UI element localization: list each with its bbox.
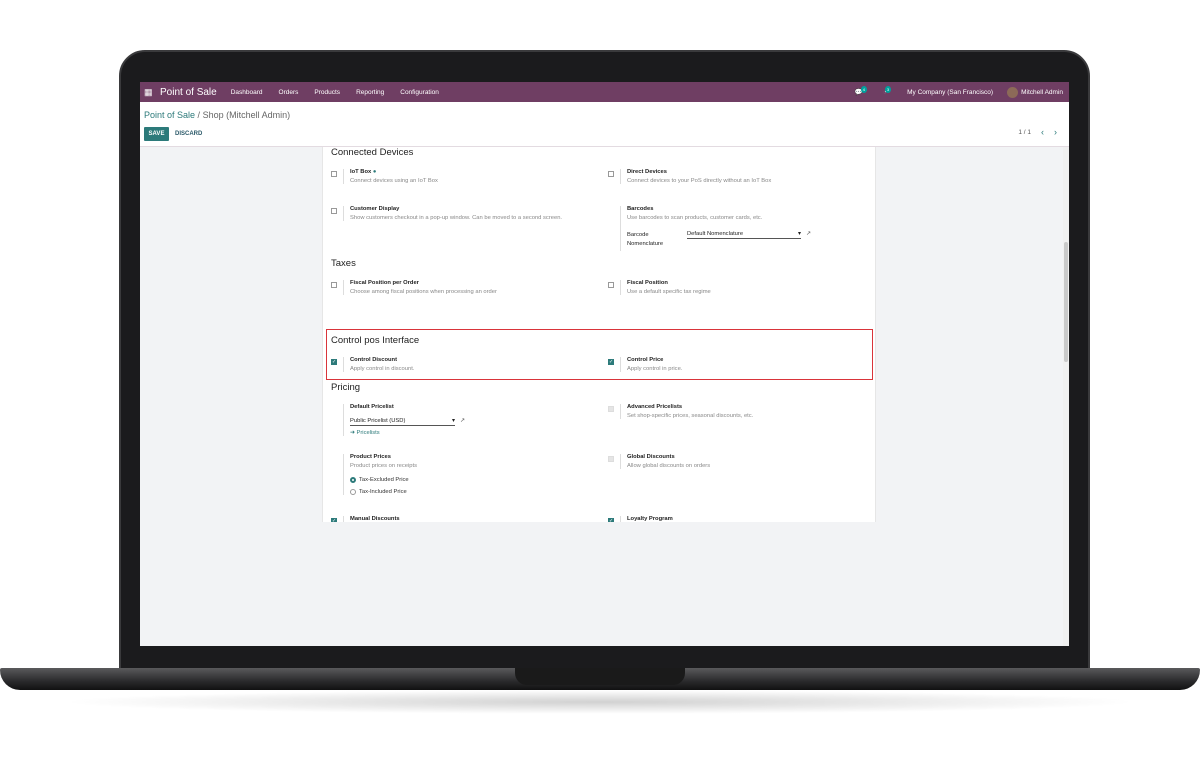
avatar	[1007, 86, 1019, 98]
barcode-nomenclature-select[interactable]: Default Nomenclature	[687, 230, 801, 239]
messages-button[interactable]: 💬4	[854, 86, 869, 96]
setting-desc: Apply control in discount.	[350, 366, 415, 372]
setting-title: Control Discount	[350, 357, 398, 363]
setting-title: Default Pricelist	[350, 404, 394, 410]
arrow-right-icon: ➜	[350, 430, 355, 436]
highlight-box	[326, 329, 873, 380]
menu-dashboard[interactable]: Dashboard	[230, 88, 263, 96]
setting-title: Global Discounts	[627, 454, 675, 460]
chevron-left-icon[interactable]: ‹	[1041, 127, 1044, 137]
loyalty-program-checkbox[interactable]: ✓	[608, 518, 614, 522]
activities-button[interactable]: ◔3	[883, 85, 893, 96]
menu-products[interactable]: Products	[314, 88, 341, 96]
setting-title: Loyalty Program	[627, 516, 673, 522]
pager: 1 / 1 ‹ ›	[1018, 127, 1057, 137]
discard-button[interactable]: DISCARD	[175, 131, 203, 137]
setting-title: IoT Box	[350, 169, 372, 175]
setting-title: Direct Devices	[627, 169, 667, 175]
setting-title: Control Price	[627, 357, 664, 363]
external-link-icon[interactable]: ↗	[806, 231, 811, 237]
setting-desc: Apply control in price.	[627, 366, 683, 372]
setting-title: Manual Discounts	[350, 516, 400, 522]
section-title: Control pos Interface	[331, 335, 420, 346]
help-icon[interactable]: ●	[372, 169, 377, 175]
breadcrumb-parent[interactable]: Point of Sale	[144, 110, 196, 120]
external-link-icon[interactable]: ↗	[460, 418, 465, 424]
chat-icon: 💬	[854, 89, 863, 96]
control-discount-checkbox[interactable]: ✓	[331, 359, 337, 365]
scrollbar[interactable]	[1063, 147, 1069, 646]
setting-title: Product Prices	[350, 454, 391, 460]
radio-label: Tax-Included Price	[359, 489, 407, 495]
menu-orders[interactable]: Orders	[278, 88, 299, 96]
setting-title: Fiscal Position per Order	[350, 280, 419, 286]
laptop-notch	[515, 668, 685, 685]
laptop-shadow	[60, 690, 1140, 714]
radio-tax-included[interactable]: Tax-Included Price	[350, 489, 598, 495]
setting-desc: Set shop-specific prices, seasonal disco…	[627, 413, 754, 419]
save-button[interactable]: SAVE	[144, 127, 169, 141]
menu-reporting[interactable]: Reporting	[356, 88, 385, 96]
setting-title: Customer Display	[350, 206, 400, 212]
radio-label: Tax-Excluded Price	[359, 477, 409, 483]
company-switcher[interactable]: My Company (San Francisco)	[907, 88, 994, 96]
top-navbar: ▦ Point of Sale Dashboard Orders Product…	[140, 82, 1069, 102]
setting-title: Advanced Pricelists	[627, 404, 683, 410]
setting-title: Fiscal Position	[627, 280, 668, 286]
activities-badge: 3	[884, 85, 892, 93]
radio-tax-excluded[interactable]: Tax-Excluded Price	[350, 477, 598, 483]
fiscal-position-checkbox[interactable]	[608, 282, 614, 288]
global-discounts-checkbox[interactable]	[608, 456, 614, 462]
setting-desc: Allow global discounts on orders	[627, 463, 711, 469]
apps-menu-icon[interactable]: ▦	[144, 86, 153, 97]
breadcrumb-current: Shop (Mitchell Admin)	[202, 110, 291, 120]
field-label: Nomenclature	[627, 241, 664, 247]
control-price-checkbox[interactable]: ✓	[608, 359, 614, 365]
fiscal-position-per-order-checkbox[interactable]	[331, 282, 337, 288]
advanced-pricelists-checkbox[interactable]	[608, 406, 614, 412]
setting-desc: Show customers checkout in a pop-up wind…	[350, 215, 563, 221]
direct-devices-checkbox[interactable]	[608, 171, 614, 177]
user-name: Mitchell Admin	[1021, 88, 1063, 96]
pricelists-link[interactable]: Pricelists	[356, 430, 380, 436]
screen: ▦ Point of Sale Dashboard Orders Product…	[140, 82, 1069, 646]
section-title: Taxes	[331, 258, 356, 269]
setting-desc: Connect devices using an IoT Box	[350, 178, 438, 184]
customer-display-checkbox[interactable]	[331, 208, 337, 214]
app-title[interactable]: Point of Sale	[160, 86, 217, 98]
settings-sheet: Connected Devices IoT Box ● Connect devic…	[322, 147, 876, 522]
setting-desc: Use barcodes to scan products, customer …	[627, 215, 763, 221]
scrollbar-thumb[interactable]	[1064, 242, 1068, 362]
setting-desc: Use a default specific tax regime	[627, 289, 711, 295]
control-panel: Point of Sale / Shop (Mitchell Admin) SA…	[140, 102, 1069, 147]
menu-configuration[interactable]: Configuration	[400, 88, 439, 96]
setting-desc: Product prices on receipts	[350, 463, 418, 469]
iot-box-checkbox[interactable]	[331, 171, 337, 177]
field-label: Barcode	[627, 232, 649, 238]
messages-badge: 4	[860, 86, 867, 93]
setting-desc: Connect devices to your PoS directly wit…	[627, 178, 772, 184]
setting-title: Barcodes	[627, 206, 654, 212]
manual-discounts-checkbox[interactable]: ✓	[331, 518, 337, 522]
section-title: Connected Devices	[331, 147, 414, 158]
pager-value[interactable]: 1 / 1	[1018, 129, 1031, 136]
setting-desc: Choose among fiscal positions when proce…	[350, 289, 497, 295]
default-pricelist-select[interactable]: Public Pricelist (USD)	[350, 417, 455, 426]
breadcrumb: Point of Sale / Shop (Mitchell Admin)	[144, 110, 291, 120]
section-title: Pricing	[331, 382, 361, 393]
user-menu[interactable]: Mitchell Admin	[1007, 86, 1063, 98]
chevron-right-icon[interactable]: ›	[1054, 127, 1057, 137]
